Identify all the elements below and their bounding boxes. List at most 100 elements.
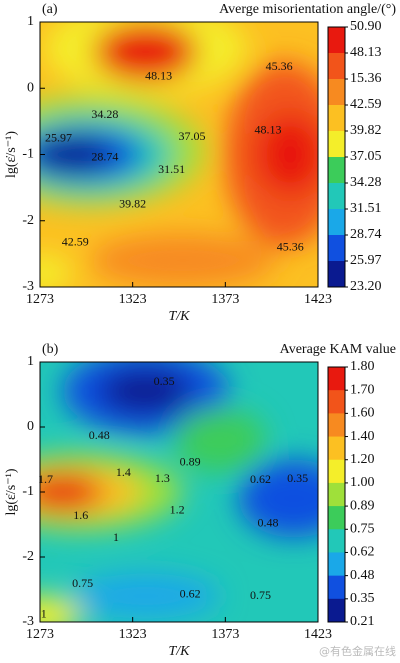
colorbar-frame — [327, 366, 346, 623]
colorbar-tick-label: 0.75 — [350, 521, 375, 536]
x-tick-label: 1423 — [304, 627, 332, 642]
colorbar-tick-label: 1.70 — [350, 382, 375, 397]
contour-label: 0.75 — [250, 588, 271, 602]
y-tick-label: -2 — [22, 549, 34, 564]
colorbar-band — [328, 390, 345, 414]
x-tick-label: 1373 — [211, 292, 239, 307]
colorbar-band — [328, 598, 345, 623]
heatmap-blob — [99, 368, 192, 414]
contour-label: 25.97 — [45, 130, 72, 144]
heatmap-blob — [93, 22, 198, 82]
contour-label: 0.62 — [250, 472, 271, 486]
contour-label: 0.35 — [154, 374, 175, 388]
contour-label: 28.74 — [91, 150, 118, 164]
contour-label: 0.35 — [287, 471, 308, 485]
colorbar-band — [328, 459, 345, 484]
y-tick-label: -3 — [22, 614, 34, 629]
heatmap-blob — [40, 135, 113, 174]
heatmap-blob — [90, 234, 276, 287]
chart-title: Average KAM value — [280, 342, 396, 357]
colorbar-tick-label: 0.48 — [350, 568, 375, 583]
heatmap — [40, 22, 318, 287]
colorbar-band — [328, 506, 345, 530]
contour-label: 42.59 — [62, 234, 89, 248]
colorbar-tick-label: 1.60 — [350, 406, 375, 421]
contour-label: 48.13 — [254, 122, 281, 136]
contour-label: 45.36 — [266, 59, 293, 73]
x-tick-label: 1323 — [119, 627, 147, 642]
x-tick-label: 1273 — [26, 292, 54, 307]
contour-label: 0.62 — [180, 586, 201, 600]
colorbar-tick-label: 39.82 — [350, 123, 382, 138]
colorbar-band — [328, 552, 345, 577]
y-axis-label: lg(ε̇/s⁻¹) — [4, 468, 19, 515]
contour-label: 48.13 — [145, 69, 172, 83]
colorbar-tick-label: 50.90 — [350, 19, 382, 34]
y-tick-label: 1 — [27, 354, 34, 369]
colorbar-tick-label: 1.20 — [350, 452, 375, 467]
colorbar-band — [328, 183, 345, 210]
colorbar-tick-label: 1.40 — [350, 429, 375, 444]
y-tick-label: 0 — [27, 80, 34, 95]
colorbar-band — [328, 157, 345, 184]
colorbar-tick-label: 23.20 — [350, 279, 382, 294]
colorbar-tick-label: 34.28 — [350, 175, 382, 190]
colorbar-band — [328, 436, 345, 461]
y-axis-label: lg(ε̇/s⁻¹) — [4, 131, 19, 178]
contour-label: 1.3 — [155, 471, 170, 485]
colorbar-band — [328, 261, 345, 288]
colorbar-band — [328, 209, 345, 236]
x-tick-label: 1273 — [26, 627, 54, 642]
colorbar-tick-label: 0.62 — [350, 545, 375, 560]
contour-label: 1 — [113, 530, 119, 544]
x-axis-label: T/K — [168, 644, 190, 659]
contour-label: 34.28 — [91, 107, 118, 121]
colorbar-tick-label: 48.13 — [350, 45, 382, 60]
contour-label: 1.6 — [73, 508, 88, 522]
heatmap-blob — [40, 473, 104, 511]
contour-label: 1 — [41, 607, 47, 621]
heatmap — [40, 362, 318, 622]
colorbar-tick-label: 0.89 — [350, 498, 375, 513]
colorbar-band — [328, 235, 345, 262]
colorbar-tick-label: 31.51 — [350, 201, 382, 216]
y-tick-label: -2 — [22, 213, 34, 228]
chart-title: Averge misorientation angle/(°) — [219, 2, 396, 17]
heatmap-blob — [71, 573, 220, 619]
y-tick-label: 0 — [27, 419, 34, 434]
colorbar-band — [328, 131, 345, 158]
panel-label: (b) — [42, 342, 59, 357]
colorbar-band — [328, 413, 345, 438]
contour-label: 45.36 — [277, 240, 304, 254]
colorbar-tick-label: 1.80 — [350, 359, 375, 374]
contour-label: 1.4 — [116, 465, 131, 479]
watermark: @有色金属在线 — [319, 644, 396, 658]
colorbar-band — [328, 105, 345, 132]
heatmap-blob — [40, 596, 81, 622]
colorbar-tick-label: 37.05 — [350, 149, 382, 164]
colorbar-tick-label: 25.97 — [350, 253, 382, 268]
x-tick-label: 1423 — [304, 292, 332, 307]
colorbar-band — [328, 79, 345, 106]
colorbar-band — [328, 27, 345, 54]
contour-label: 31.51 — [158, 162, 185, 176]
colorbar-band — [328, 575, 345, 600]
colorbar-band — [328, 367, 345, 391]
colorbar-tick-label: 15.36 — [350, 71, 382, 86]
colorbar-band — [328, 529, 345, 553]
contour-label: 0.48 — [89, 428, 110, 442]
y-tick-label: 1 — [27, 14, 34, 29]
heatmap-field — [40, 362, 318, 622]
x-tick-label: 1323 — [119, 292, 147, 307]
y-tick-label: -3 — [22, 279, 34, 294]
colorbar-band — [328, 482, 345, 507]
contour-label: 1.7 — [38, 472, 53, 486]
heatmap-blob — [256, 114, 318, 195]
x-tick-label: 1373 — [211, 627, 239, 642]
contour-label: 37.05 — [178, 129, 205, 143]
contour-label: 0.48 — [257, 516, 278, 530]
heatmap-blob — [238, 459, 318, 538]
colorbar-tick-label: 28.74 — [350, 227, 382, 242]
colorbar-tick-label: 42.59 — [350, 97, 382, 112]
